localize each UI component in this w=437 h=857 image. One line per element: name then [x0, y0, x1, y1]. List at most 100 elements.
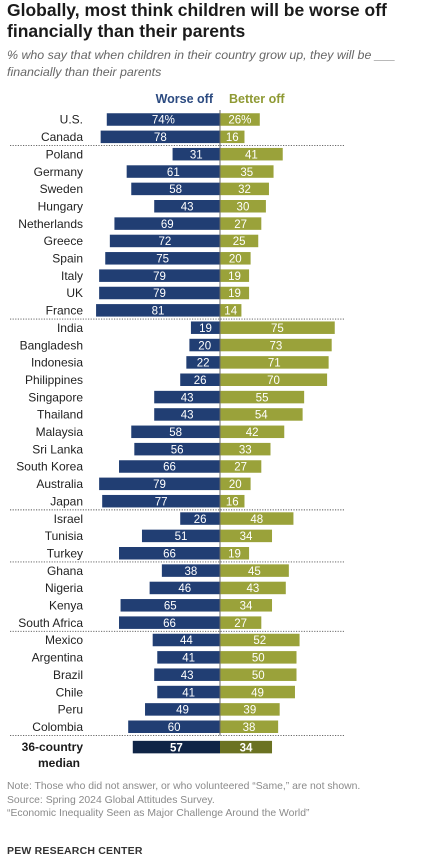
- value-label-worse-off: 26: [194, 375, 207, 387]
- value-label-better-off: 50: [252, 653, 265, 665]
- bar-worse-off: [154, 408, 220, 421]
- bar-better-off: [220, 217, 262, 230]
- value-label-better-off: 50: [252, 670, 265, 682]
- value-label-better-off: 54: [255, 410, 268, 422]
- bar-worse-off: [141, 529, 220, 543]
- country-label: Singapore: [28, 390, 83, 404]
- bar-better-off: [220, 356, 329, 369]
- value-label-better-off: 41: [245, 149, 258, 161]
- value-label-better-off: 19: [228, 271, 241, 283]
- bar-worse-off: [102, 494, 220, 508]
- chart-title: Globally, most think children will be wo…: [7, 0, 387, 41]
- country-label: UK: [66, 286, 83, 300]
- bar-worse-off: [99, 477, 220, 491]
- bar-worse-off: [186, 356, 220, 369]
- bar-better-off: [220, 720, 279, 733]
- value-label-worse-off: 72: [159, 236, 172, 248]
- value-label-worse-off: 20: [198, 340, 211, 352]
- median-label-line1: 36-country: [22, 740, 84, 754]
- bar-better-off: [220, 182, 269, 196]
- value-label-better-off: 19: [228, 288, 241, 300]
- bar-worse-off: [152, 633, 220, 647]
- country-label: Australia: [36, 477, 83, 491]
- bar-worse-off: [119, 616, 220, 629]
- bar-better-off: [220, 425, 285, 439]
- country-label: South Africa: [18, 616, 83, 630]
- value-label-better-off: 34: [240, 601, 253, 613]
- value-label-better-off: 39: [243, 705, 256, 717]
- value-label-better-off: 49: [251, 687, 264, 699]
- bar-better-off: [220, 200, 266, 213]
- country-label: Argentina: [32, 651, 84, 665]
- bar-better-off: [220, 130, 245, 144]
- value-label-worse-off: 41: [182, 653, 195, 665]
- country-label: Colombia: [32, 720, 83, 734]
- value-label-better-off: 35: [240, 167, 253, 179]
- value-label-worse-off: 31: [190, 149, 203, 161]
- country-label: Canada: [41, 130, 83, 144]
- country-label: Tunisia: [45, 529, 84, 543]
- bar-better-off: [220, 703, 280, 716]
- bar-better-off: [220, 529, 273, 543]
- bar-better-off: [220, 286, 250, 300]
- bar-worse-off: [131, 182, 220, 196]
- bar-better-off: [220, 113, 260, 126]
- value-label-better-off: 52: [253, 635, 266, 647]
- value-label-worse-off: 43: [181, 392, 194, 404]
- value-label-worse-off: 43: [181, 201, 194, 213]
- value-label-better-off: 16: [226, 496, 239, 508]
- country-label: Japan: [50, 494, 83, 508]
- value-label-worse-off: 77: [155, 496, 168, 508]
- bar-better-off: [220, 547, 250, 560]
- value-label-better-off: 30: [237, 201, 250, 213]
- value-label-better-off: 71: [268, 358, 281, 370]
- value-label-worse-off: 56: [171, 444, 184, 456]
- value-label-worse-off: 60: [168, 722, 181, 734]
- country-label: Germany: [34, 165, 83, 179]
- value-label-better-off: 33: [239, 444, 252, 456]
- bar-worse-off: [126, 165, 220, 178]
- value-label-worse-off: 61: [167, 167, 180, 179]
- legend-better-off: Better off: [229, 92, 285, 106]
- median-value-worse-off: 57: [170, 742, 183, 754]
- bar-better-off: [220, 165, 274, 178]
- value-label-better-off: 32: [238, 184, 251, 196]
- value-label-worse-off: 79: [153, 271, 166, 283]
- bar-worse-off: [157, 685, 220, 699]
- bar-worse-off: [172, 147, 220, 161]
- value-label-worse-off: 43: [181, 670, 194, 682]
- bar-better-off: [220, 460, 262, 473]
- median-bar-worse-off: [132, 740, 220, 754]
- note-text: Note: Those who did not answer, or who v…: [7, 781, 361, 792]
- country-label: Indonesia: [31, 356, 83, 370]
- country-label: Philippines: [25, 373, 83, 387]
- country-label: Brazil: [53, 668, 83, 682]
- bar-better-off: [220, 269, 250, 282]
- bar-better-off: [220, 668, 297, 681]
- bar-worse-off: [120, 599, 220, 612]
- value-label-worse-off: 38: [185, 566, 198, 578]
- bar-worse-off: [131, 425, 220, 439]
- bar-worse-off: [106, 113, 220, 126]
- bar-better-off: [220, 442, 271, 456]
- bar-worse-off: [161, 564, 220, 577]
- value-label-worse-off: 49: [176, 705, 189, 717]
- country-label: Greece: [44, 234, 84, 248]
- country-label: Kenya: [49, 599, 83, 613]
- bar-worse-off: [99, 269, 220, 282]
- median-label-line2: median: [38, 756, 80, 770]
- country-label: Ghana: [47, 564, 83, 578]
- bar-worse-off: [128, 720, 220, 733]
- value-label-worse-off: 19: [199, 323, 212, 335]
- value-label-better-off: 20: [229, 479, 242, 491]
- bar-better-off: [220, 304, 242, 317]
- bar-worse-off: [134, 442, 220, 456]
- bar-worse-off: [180, 512, 220, 525]
- value-label-worse-off: 58: [169, 427, 182, 439]
- value-label-worse-off: 79: [153, 479, 166, 491]
- bar-better-off: [220, 494, 245, 508]
- value-label-worse-off: 66: [163, 462, 176, 474]
- value-label-worse-off: 66: [163, 548, 176, 560]
- bar-worse-off: [96, 304, 220, 317]
- pew-credit: PEW RESEARCH CENTER: [7, 845, 143, 857]
